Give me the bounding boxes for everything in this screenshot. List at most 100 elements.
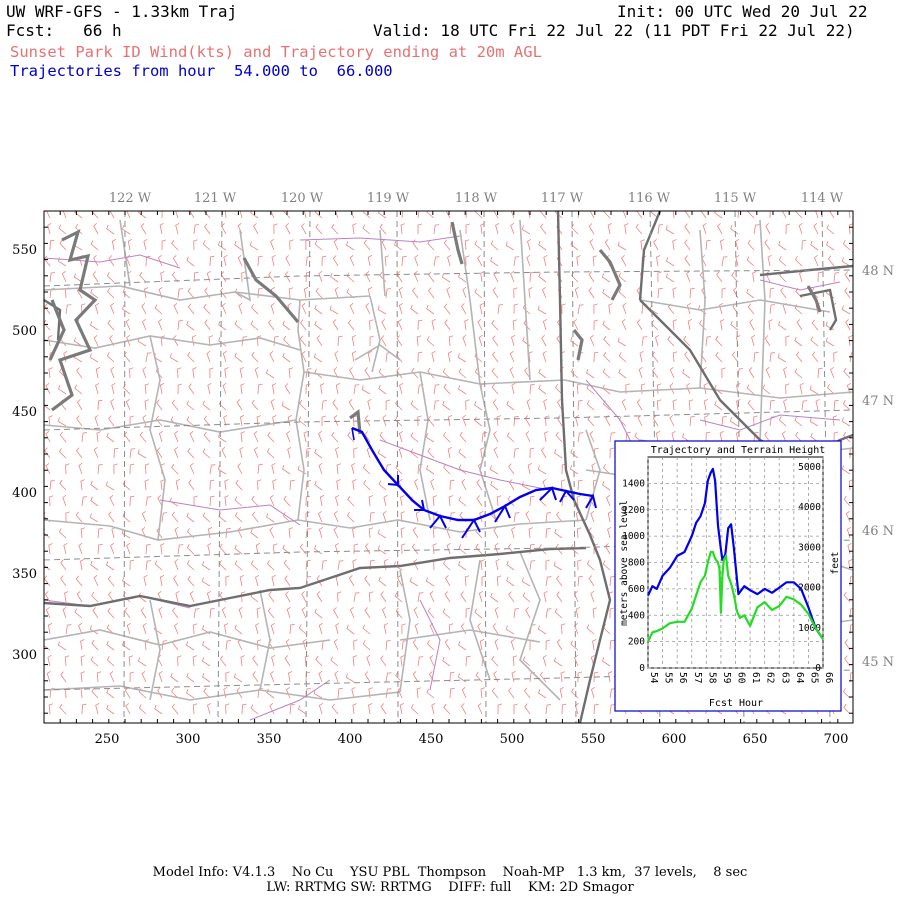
wind-barb <box>75 511 83 523</box>
wind-barb <box>154 560 163 571</box>
wind-barb <box>186 688 195 699</box>
wind-barb <box>106 352 115 363</box>
wind-barb <box>335 494 340 507</box>
wind-barb <box>78 462 83 475</box>
wind-barb <box>817 367 823 379</box>
wind-barb <box>380 655 387 667</box>
wind-barb <box>478 334 483 347</box>
wind-barb <box>93 574 99 587</box>
wind-barb <box>252 655 259 667</box>
wind-barb <box>315 655 323 667</box>
inset-grid <box>647 457 824 669</box>
wind-barb <box>521 225 531 235</box>
wind-barb <box>76 447 83 459</box>
wind-barb <box>410 304 419 315</box>
wind-barb <box>63 542 68 555</box>
wind-barb <box>252 671 259 683</box>
wind-barb <box>123 592 131 603</box>
wind-barb <box>621 318 627 331</box>
wind-barb <box>219 287 227 299</box>
wind-barb <box>426 464 435 475</box>
wind-barb <box>545 639 551 651</box>
wind-barb <box>158 318 163 331</box>
wind-barb <box>145 544 151 555</box>
inset-x-tick-label: 65 <box>808 672 819 683</box>
wind-barb <box>570 640 579 651</box>
inset-title: Trajectory and Terrain Height <box>651 445 826 456</box>
wind-barb <box>47 222 52 235</box>
wind-barb <box>158 430 164 443</box>
wind-barb <box>412 287 419 299</box>
wind-barb <box>250 320 259 331</box>
wind-barb <box>238 606 243 619</box>
wind-barb <box>427 239 435 251</box>
wind-barb <box>256 607 261 619</box>
wind-barb <box>446 286 451 299</box>
wind-barb <box>428 287 435 299</box>
wind-barb <box>157 495 163 507</box>
wind-barb <box>417 211 420 219</box>
wind-barb <box>528 287 533 299</box>
wind-barb <box>318 462 323 475</box>
wind-barb <box>394 240 403 251</box>
wind-barb <box>318 430 323 443</box>
wind-barb <box>639 351 644 363</box>
wind-barb <box>186 512 195 523</box>
wind-barb <box>347 319 355 331</box>
wind-barb <box>491 367 499 379</box>
wind-barb <box>314 320 323 331</box>
wind-barb <box>592 255 598 267</box>
wind-barb <box>128 655 134 667</box>
wind-barb <box>496 415 502 427</box>
wind-barb <box>382 606 387 619</box>
wind-barb <box>523 687 531 699</box>
wind-barb <box>255 543 260 555</box>
wind-barb <box>785 383 790 395</box>
wind-barb <box>80 479 85 491</box>
wind-barb <box>58 384 67 395</box>
wind-barb <box>525 431 531 443</box>
wind-barb <box>841 417 851 427</box>
wind-barb <box>223 414 228 427</box>
inset-y-tick-label-feet: 1000 <box>798 623 821 634</box>
wind-barb <box>752 271 757 283</box>
wind-barb <box>49 239 55 251</box>
wind-barb <box>586 368 595 379</box>
wind-barb <box>337 687 343 699</box>
inset-y-tick-label: 1200 <box>622 505 645 516</box>
wind-barb <box>351 462 356 475</box>
wind-barb <box>44 400 51 411</box>
wind-barb <box>401 211 404 219</box>
wind-barb <box>334 350 339 363</box>
wind-barb <box>332 399 339 411</box>
wind-barb <box>588 223 595 235</box>
wind-barb <box>794 416 803 427</box>
wind-barb <box>47 654 52 667</box>
wind-barb <box>753 415 758 427</box>
wind-barb <box>684 211 691 219</box>
wind-barb <box>764 431 771 443</box>
wind-barb <box>574 286 579 299</box>
wind-barb <box>187 351 195 363</box>
wind-barb <box>686 270 691 283</box>
wind-barb <box>237 254 243 267</box>
wind-barb <box>289 703 295 715</box>
wind-barb <box>848 223 853 235</box>
wind-barb <box>160 479 165 491</box>
wind-barb <box>122 576 131 587</box>
wind-barb <box>283 559 291 571</box>
wind-barb <box>44 560 51 571</box>
wind-barb <box>353 639 358 651</box>
wind-barb <box>443 703 451 715</box>
wind-barb <box>353 592 360 603</box>
wind-barb <box>97 528 103 539</box>
wind-barb <box>556 591 563 603</box>
wind-barb <box>250 528 259 539</box>
wind-barb <box>257 688 263 699</box>
wind-barb <box>657 224 664 235</box>
wind-barb <box>144 479 149 491</box>
wind-barb <box>447 254 452 267</box>
wind-barb <box>336 479 341 491</box>
wind-barb <box>490 592 499 603</box>
wind-barb <box>209 367 214 379</box>
